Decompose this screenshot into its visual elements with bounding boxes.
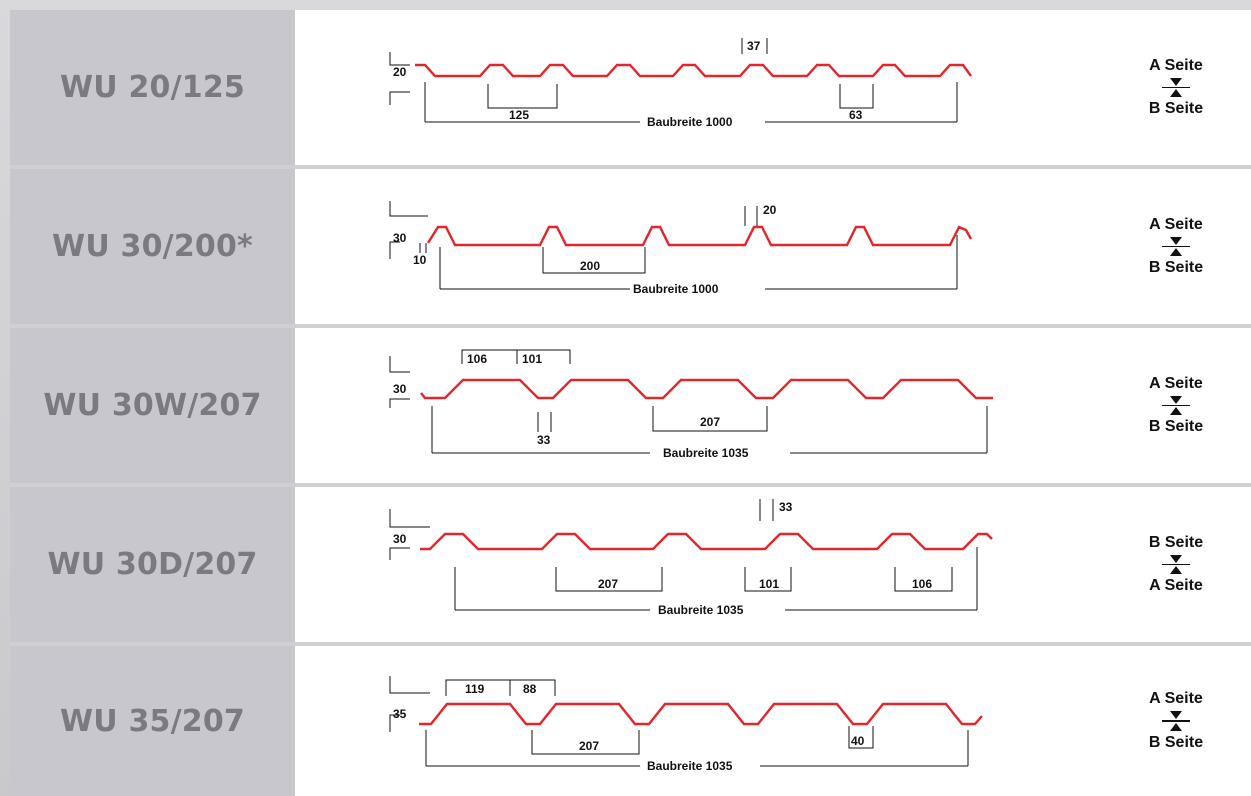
dim-pitch: 200 [580, 259, 600, 273]
profile-line [420, 532, 993, 551]
dim-width: Baubreite 1000 [647, 115, 733, 129]
dim-a: 101 [759, 577, 779, 591]
side-arrows-icon [1162, 236, 1190, 257]
dim-width: Baubreite 1035 [658, 603, 744, 617]
dim-gap: 63 [849, 108, 863, 122]
profile-row-wu-35-207: WU 35/207 35 119 88 [10, 646, 1251, 796]
profile-row-wu-30-200: WU 30/200* 30 10 [10, 169, 1251, 324]
profile-line [426, 225, 973, 247]
profile-line [419, 702, 983, 726]
dim-b: 106 [912, 577, 932, 591]
profile-drawing: 30 106 101 33 207 Baubreite 1035 [389, 349, 993, 460]
dim-height: 35 [393, 707, 407, 721]
side-bottom-label: B Seite [1148, 100, 1204, 118]
profile-name-cell: WU 30D/207 [10, 487, 295, 642]
profile-name-cell: WU 30W/207 [10, 328, 295, 483]
profile-name-cell: WU 20/125 [10, 10, 295, 165]
side-top-label: A Seite [1149, 374, 1203, 392]
side-bottom-label: A Seite [1149, 577, 1203, 595]
profile-drawing-cell: 20 37 125 63 Baubreite 1000 A Seite B Se… [295, 10, 1251, 165]
profile-drawing: 30 10 20 200 Baubreite 1000 [389, 201, 973, 296]
profile-line [420, 378, 993, 400]
profile-name: WU 30/200* [52, 229, 253, 264]
side-top-label: A Seite [1149, 215, 1203, 233]
row-divider [10, 324, 1251, 328]
dim-b: 88 [523, 682, 537, 696]
profile-name: WU 20/125 [59, 70, 246, 105]
dim-height: 20 [393, 65, 407, 79]
side-arrows-icon [1162, 395, 1190, 416]
side-indicator: B Seite A Seite [1101, 487, 1251, 642]
side-top-label: A Seite [1149, 690, 1203, 708]
profile-name: WU 35/207 [59, 703, 246, 739]
side-top-label: B Seite [1148, 533, 1204, 551]
dim-width: Baubreite 1035 [663, 446, 749, 460]
profile-row-wu-30d-207: WU 30D/207 30 33 [10, 487, 1251, 642]
side-top-label: A Seite [1149, 56, 1203, 74]
profile-name: WU 30W/207 [43, 388, 262, 423]
side-arrows-icon [1162, 554, 1190, 575]
dim-b: 101 [522, 352, 542, 366]
side-bottom-label: B Seite [1148, 259, 1204, 277]
dim-width: Baubreite 1035 [647, 759, 733, 773]
profile-table: WU 20/125 20 37 125 [10, 10, 1251, 796]
profile-drawing: 35 119 88 207 40 Baubreite 1035 [389, 676, 983, 773]
dim-height: 30 [393, 532, 407, 546]
profile-name-cell: WU 30/200* [10, 169, 295, 324]
dim-pitch: 207 [598, 577, 618, 591]
side-indicator: A Seite B Seite [1101, 328, 1251, 483]
dim-a: 106 [467, 352, 487, 366]
profile-row-wu-20-125: WU 20/125 20 37 125 [10, 10, 1251, 165]
profile-drawing: 20 37 125 63 Baubreite 1000 [389, 38, 972, 129]
side-bottom-label: B Seite [1148, 418, 1204, 436]
profile-drawing: 30 33 207 101 106 Baubreite 1035 [389, 499, 993, 617]
dim-top: 33 [779, 500, 793, 514]
profile-name-cell: WU 35/207 [10, 646, 295, 796]
side-arrows-icon [1162, 77, 1190, 98]
side-indicator: A Seite B Seite [1101, 169, 1251, 324]
dim-height: 30 [393, 382, 407, 396]
side-arrows-icon [1162, 711, 1190, 731]
dim-width: Baubreite 1000 [633, 282, 719, 296]
dim-top: 37 [747, 39, 761, 53]
dim-base: 10 [413, 253, 427, 267]
side-indicator: A Seite B Seite [1101, 10, 1251, 165]
profile-drawing-cell: 30 10 20 200 Baubreite 1000 A Seite B Se… [295, 169, 1251, 324]
profile-drawing-cell: 30 106 101 33 207 Baubreite 1035 A Seite… [295, 328, 1251, 483]
side-bottom-label: B Seite [1148, 733, 1204, 751]
row-divider [10, 165, 1251, 169]
dim-bottom: 40 [851, 734, 865, 748]
side-indicator: A Seite B Seite [1101, 646, 1251, 796]
dim-a: 119 [465, 682, 485, 696]
profile-line [415, 63, 972, 78]
dim-pitch: 207 [579, 739, 599, 753]
dim-pitch: 125 [509, 108, 529, 122]
dim-height: 30 [393, 231, 407, 245]
profile-drawing-cell: 30 33 207 101 106 Baubreite 1035 B Seite… [295, 487, 1251, 642]
profile-name: WU 30D/207 [47, 547, 258, 582]
row-divider [10, 483, 1251, 487]
profile-row-wu-30w-207: WU 30W/207 30 106 [10, 328, 1251, 483]
dim-pitch: 207 [700, 415, 720, 429]
dim-bottom: 33 [537, 433, 551, 447]
dim-top: 20 [763, 203, 777, 217]
profile-drawing-cell: 35 119 88 207 40 Baubreite 1035 A Seite … [295, 646, 1251, 796]
row-divider [10, 642, 1251, 646]
